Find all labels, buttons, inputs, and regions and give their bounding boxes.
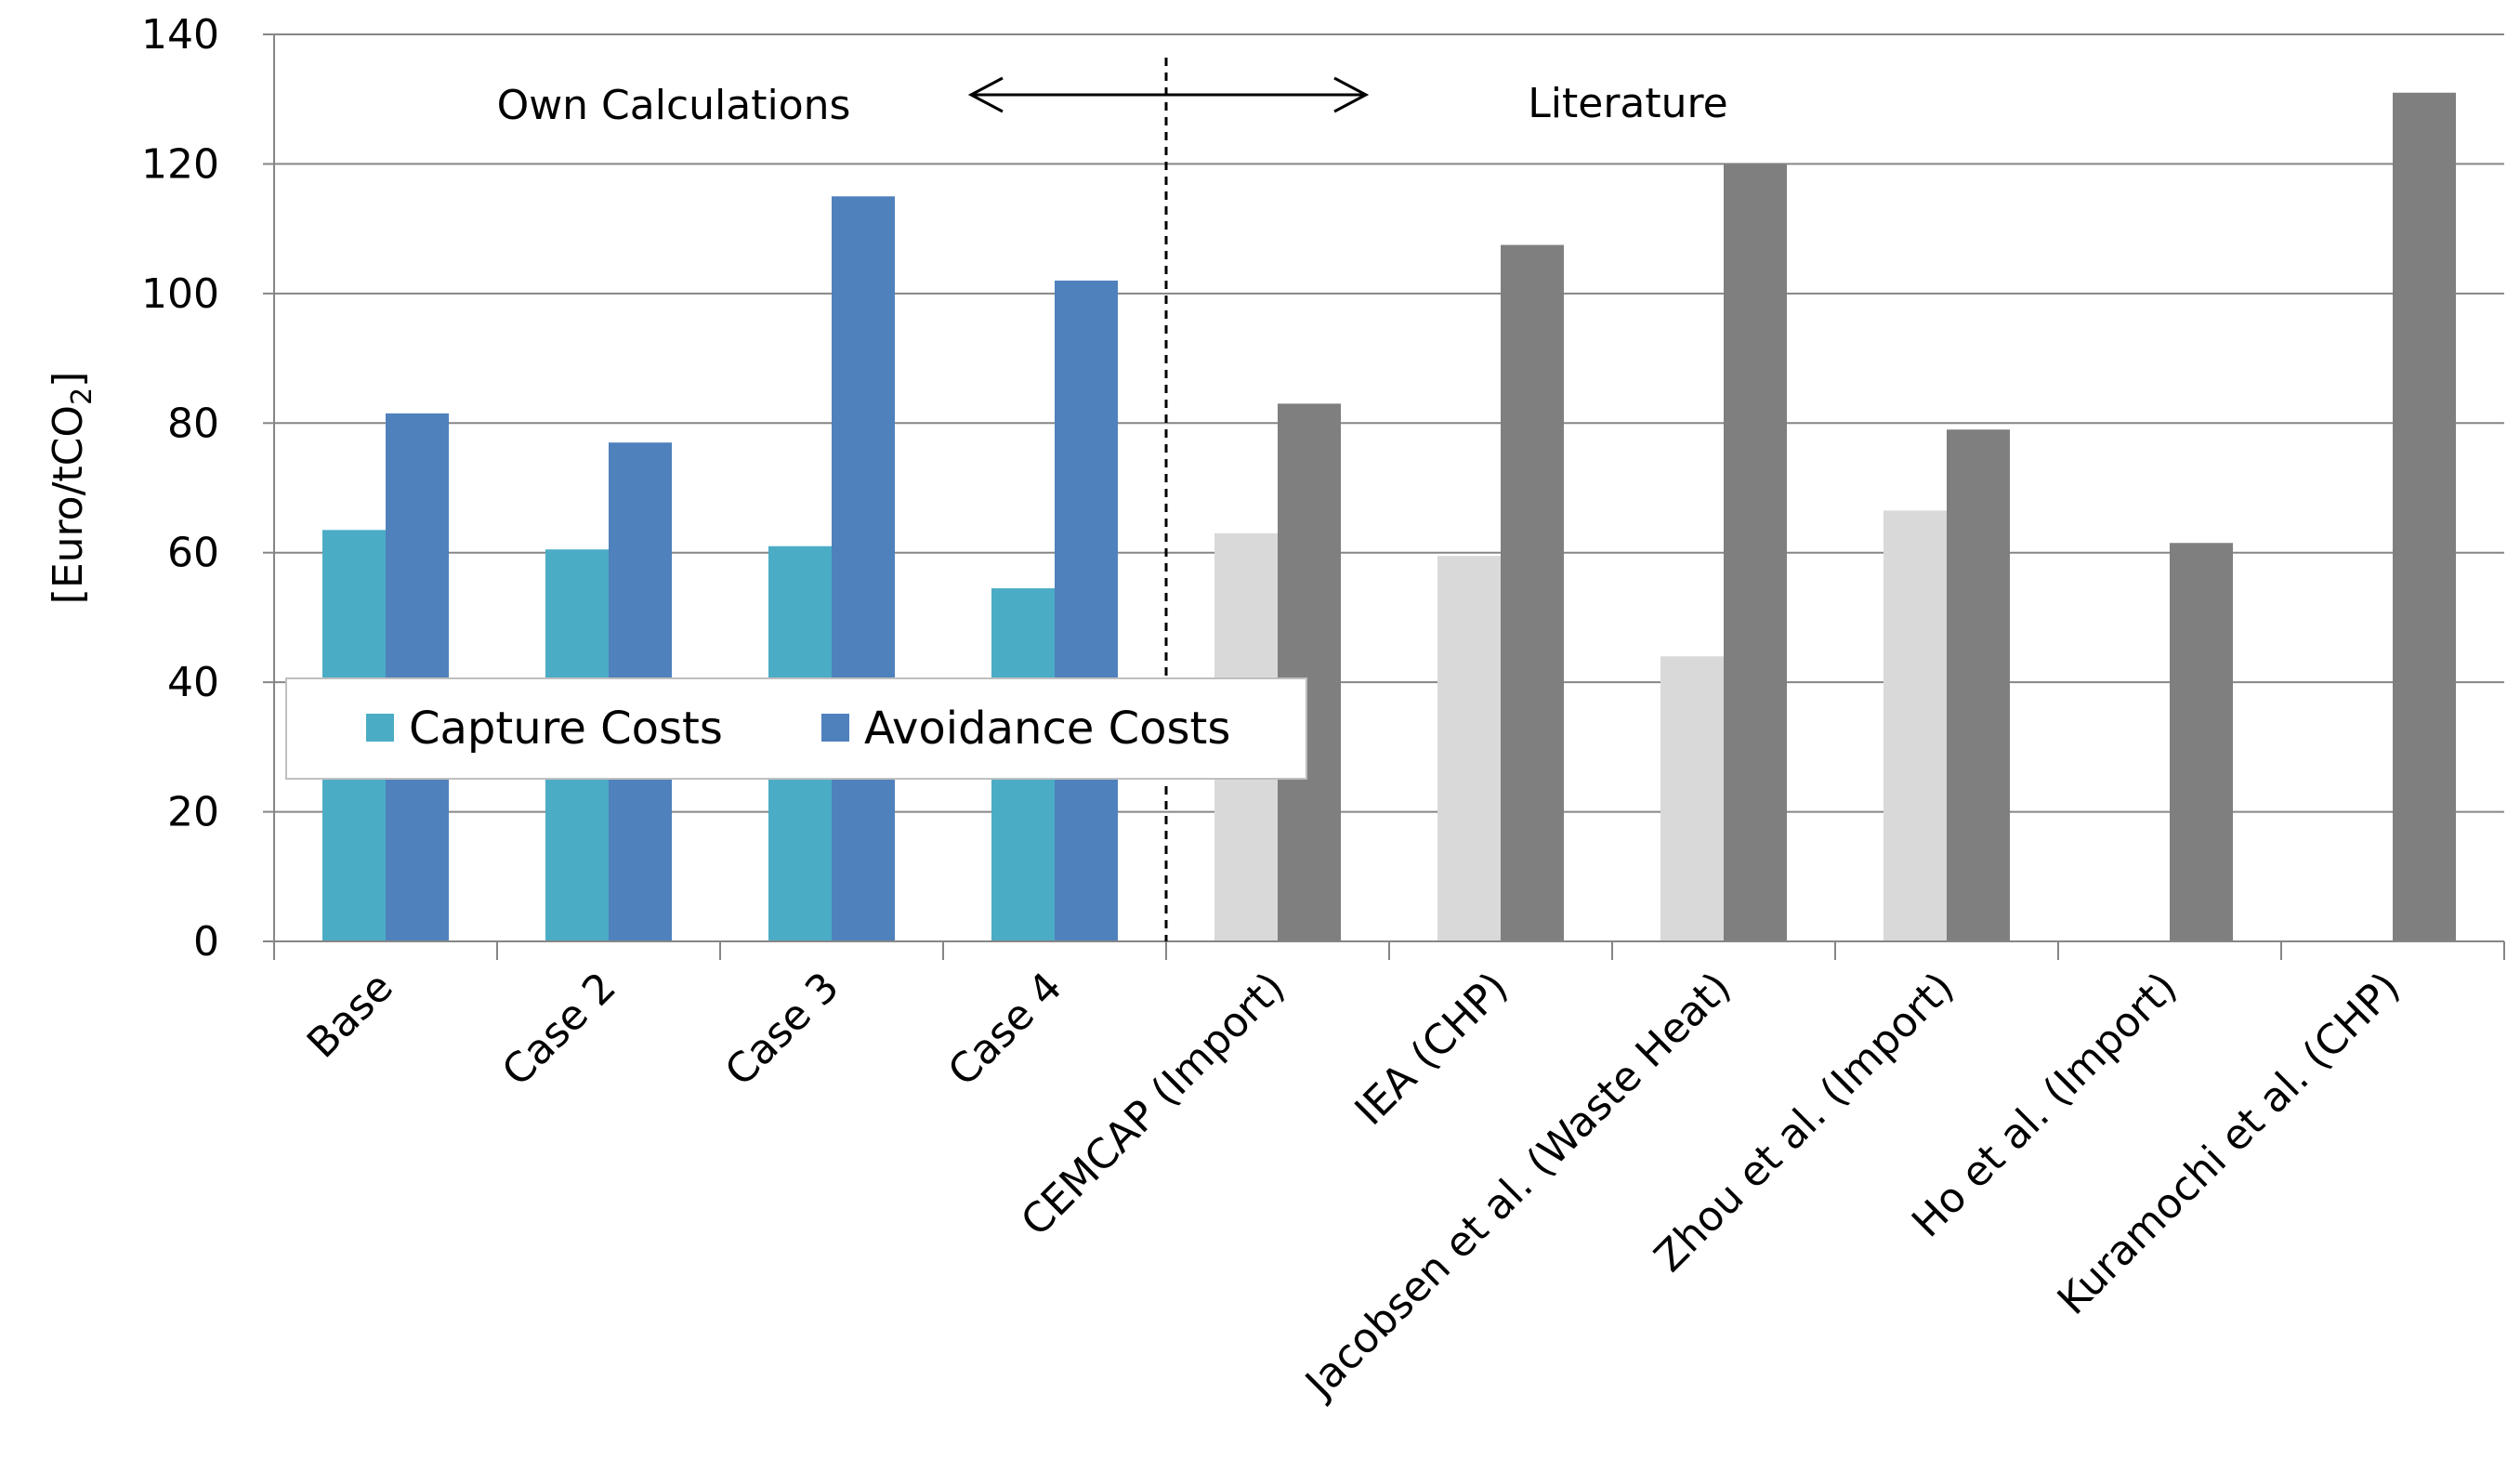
annotation-layer: Own Calculations Literature xyxy=(497,58,1728,941)
annotation-literature: Literature xyxy=(1528,80,1727,127)
y-axis-title-main: [Euro/tCO xyxy=(45,405,92,604)
bars-layer xyxy=(322,92,2456,942)
legend-swatch-avoidance xyxy=(821,714,849,742)
avoidance-costs-bar xyxy=(1724,164,1787,941)
avoidance-costs-bar xyxy=(386,413,449,941)
capture-costs-bar xyxy=(1437,556,1501,941)
x-tick-label: Case 3 xyxy=(716,964,848,1096)
y-axis-title-end: ] xyxy=(45,372,92,388)
x-tick-label: Case 2 xyxy=(493,964,625,1096)
capture-costs-bar xyxy=(1660,656,1724,941)
avoidance-costs-bar xyxy=(2170,543,2233,941)
x-tick-label: Base xyxy=(298,964,402,1068)
legend-label-avoidance: Avoidance Costs xyxy=(864,703,1230,755)
legend-swatch-capture xyxy=(366,714,394,742)
avoidance-costs-bar xyxy=(1501,244,1564,942)
y-tick-label: 60 xyxy=(167,530,219,577)
legend-layer[interactable]: Capture Costs Avoidance Costs xyxy=(285,677,1307,780)
y-tick-label: 40 xyxy=(167,659,219,706)
arrow-right-head xyxy=(1333,76,1370,113)
x-tick-label: IEA (CHP) xyxy=(1346,964,1517,1135)
y-tick-label: 100 xyxy=(141,270,219,318)
avoidance-costs-bar xyxy=(1278,403,1341,941)
y-tick-label: 0 xyxy=(193,918,219,966)
x-tick-label: Jacobsen et al. (Waste Heat) xyxy=(1294,964,1739,1409)
capture-costs-bar xyxy=(1883,510,1947,941)
avoidance-costs-bar xyxy=(832,196,895,942)
y-axis-title-subscript: 2 xyxy=(66,388,98,405)
y-tick-label: 120 xyxy=(141,140,219,188)
axes-layer xyxy=(263,33,2505,960)
x-tick-label: Case 4 xyxy=(939,964,1071,1096)
legend-label-capture: Capture Costs xyxy=(409,703,723,755)
avoidance-costs-bar xyxy=(1947,429,2010,941)
arrow-left-head xyxy=(967,76,1004,113)
y-tick-label: 140 xyxy=(141,11,219,59)
annotation-own-calculations: Own Calculations xyxy=(497,82,851,129)
legend-box xyxy=(285,677,1307,780)
avoidance-costs-bar xyxy=(2393,92,2456,941)
y-tick-label: 80 xyxy=(167,400,219,447)
y-axis-title: [Euro/tCO2] xyxy=(45,372,98,605)
avoidance-costs-bar xyxy=(1055,280,1118,941)
y-tick-label: 20 xyxy=(167,789,219,836)
